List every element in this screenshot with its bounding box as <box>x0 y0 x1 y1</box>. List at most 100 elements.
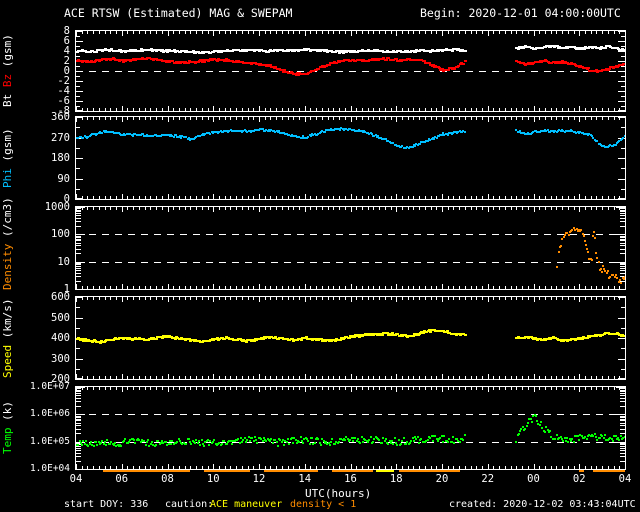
axis-tick <box>93 376 94 379</box>
bt-bz-panel-datapoint <box>293 50 296 52</box>
density-panel-datapoint <box>559 246 561 248</box>
axis-tick <box>230 196 231 199</box>
axis-tick <box>493 387 494 390</box>
temp-panel-datapoint <box>515 441 517 443</box>
temp-panel-datapoint <box>272 442 274 444</box>
axis-tick <box>265 108 266 111</box>
bt-bz-panel-datapoint <box>94 60 97 62</box>
temp-panel-datapoint <box>561 438 563 440</box>
temp-panel-datapoint <box>173 443 175 445</box>
axis-tick <box>585 376 586 379</box>
axis-tick <box>213 194 214 199</box>
temp-panel-datapoint <box>284 440 286 442</box>
axis-tick <box>185 108 186 111</box>
axis-tick <box>139 31 140 34</box>
axis-tick <box>270 286 271 289</box>
axis-tick <box>608 31 609 34</box>
bt-bz-panel-ytick-label: 4 <box>63 45 70 57</box>
axis-tick <box>156 108 157 111</box>
speed-panel-datapoint <box>349 335 352 337</box>
axis-tick <box>105 376 106 379</box>
phi-panel-datapoint <box>357 130 359 132</box>
phi-panel-datapoint <box>425 140 427 142</box>
speed-panel-ytick-label: 600 <box>51 291 70 303</box>
speed-panel-datapoint <box>296 339 299 341</box>
axis-tick <box>482 297 483 300</box>
axis-tick <box>534 374 535 379</box>
axis-tick <box>110 31 111 34</box>
axis-tick <box>99 207 100 210</box>
temp-panel-datapoint <box>415 438 417 440</box>
caution-interval-bar <box>332 470 374 472</box>
axis-tick <box>351 207 352 212</box>
speed-panel-datapoint <box>171 337 174 339</box>
phi-panel-datapoint <box>443 134 445 136</box>
density-panel-datapoint <box>624 276 625 278</box>
phi-panel-datapoint <box>571 130 573 132</box>
axis-tick <box>76 443 81 444</box>
axis-tick <box>310 108 311 111</box>
axis-tick <box>459 466 460 469</box>
bt-bz-panel-datapoint <box>345 51 348 53</box>
phi-panel-datapoint <box>246 131 248 133</box>
axis-tick <box>76 81 83 82</box>
density-panel-ylabel: Density (/cm3) <box>1 197 14 290</box>
axis-tick <box>105 387 106 390</box>
bt-bz-panel-datapoint <box>194 62 197 64</box>
bt-bz-panel-datapoint <box>604 47 607 49</box>
bt-bz-panel-datapoint <box>197 61 200 63</box>
speed-panel-datapoint <box>381 334 384 336</box>
speed-panel-datapoint <box>101 341 104 343</box>
axis-tick <box>76 208 81 209</box>
bt-bz-panel-datapoint <box>544 46 547 48</box>
bt-bz-panel-datapoint <box>95 51 98 53</box>
axis-tick <box>373 108 374 111</box>
axis-tick <box>465 207 466 210</box>
axis-tick <box>345 286 346 289</box>
temp-panel-datapoint <box>209 440 211 442</box>
axis-tick <box>76 91 83 92</box>
axis-tick <box>76 448 81 449</box>
phi-panel-datapoint <box>417 144 419 146</box>
axis-tick <box>116 286 117 289</box>
axis-tick <box>242 207 243 210</box>
bt-bz-panel-datapoint <box>325 65 328 67</box>
axis-tick <box>213 117 214 122</box>
axis-tick <box>345 466 346 469</box>
axis-tick <box>616 387 625 388</box>
axis-tick <box>385 297 386 300</box>
axis-tick <box>413 196 414 199</box>
axis-tick <box>522 117 523 120</box>
temp-panel-datapoint <box>113 444 115 446</box>
axis-tick <box>87 387 88 390</box>
axis-tick <box>202 376 203 379</box>
axis-tick <box>585 387 586 390</box>
bt-bz-panel-datapoint <box>377 59 380 61</box>
phi-panel-datapoint <box>115 132 117 134</box>
axis-tick <box>150 108 151 111</box>
axis-tick <box>402 31 403 34</box>
bt-bz-panel-datapoint <box>406 50 409 52</box>
phi-panel-datapoint <box>375 134 377 136</box>
axis-tick <box>259 106 260 111</box>
axis-tick <box>351 284 352 289</box>
speed-panel-datapoint <box>91 341 94 343</box>
speed-panel-datapoint <box>81 338 84 340</box>
phi-panel-datapoint <box>618 140 620 142</box>
phi-panel-datapoint <box>307 136 309 138</box>
axis-tick <box>179 108 180 111</box>
speed-panel-datapoint <box>246 339 249 341</box>
axis-tick <box>76 429 81 430</box>
axis-tick <box>621 46 625 47</box>
bt-bz-panel-datapoint <box>273 67 276 69</box>
temp-panel-datapoint <box>136 439 138 441</box>
phi-panel-datapoint <box>195 136 197 138</box>
speed-panel-datapoint <box>417 334 420 336</box>
axis-tick <box>556 466 557 469</box>
axis-tick <box>168 117 169 122</box>
speed-panel-datapoint <box>401 335 404 337</box>
axis-tick <box>568 196 569 199</box>
bt-bz-panel-datapoint <box>554 62 557 64</box>
axis-tick <box>293 286 294 289</box>
density-panel-datapoint <box>608 277 610 279</box>
